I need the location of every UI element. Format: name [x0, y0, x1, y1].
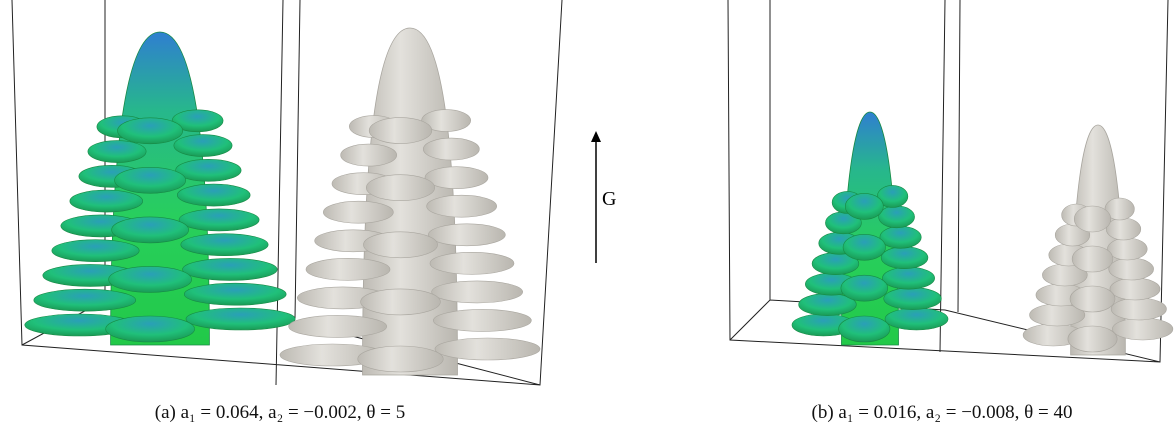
- dendrite-arm: [174, 135, 232, 157]
- dendrite-arm: [880, 226, 921, 248]
- dendrite-arm: [841, 275, 888, 301]
- dendrite-arm: [423, 138, 479, 160]
- dendrite-arm: [430, 252, 514, 274]
- dendrite-arm: [179, 209, 259, 231]
- dendrite-arm: [184, 283, 286, 305]
- dendrite-arm: [361, 289, 441, 315]
- dendrite-arm: [323, 201, 393, 223]
- caption: (b) a₁ = 0.016, a₂ = −0.008, θ = 40: [812, 402, 1073, 423]
- dendrite-arm: [879, 206, 915, 228]
- caption: (a) a₁ = 0.064, a₂ = −0.002, θ = 5: [155, 402, 405, 423]
- dendrite-arm: [118, 118, 183, 144]
- dendrite-arm: [1072, 246, 1113, 272]
- dendrite-arm: [843, 234, 886, 260]
- dendrite-arm: [1068, 326, 1117, 352]
- dendrite-arm: [52, 240, 139, 262]
- dendrite-arm: [34, 289, 136, 311]
- dendrite-arm: [1070, 286, 1115, 312]
- dendrite-arm: [1107, 238, 1147, 260]
- dendrite-arm: [109, 266, 192, 292]
- dendrite-arm: [1111, 298, 1166, 320]
- dendrite-arm: [70, 190, 143, 212]
- dendrite-arm: [433, 309, 531, 331]
- dendrite-arm: [428, 224, 505, 246]
- dendrite-arm: [1112, 318, 1172, 340]
- dendrite-arm: [885, 308, 948, 330]
- dendrite-arm: [1074, 206, 1111, 232]
- dendrite-arm: [366, 175, 434, 201]
- dendrite-arm: [369, 118, 432, 144]
- dendrite-arm: [115, 167, 186, 193]
- dendrite-arm: [186, 308, 295, 330]
- dendrite-arm: [1110, 278, 1160, 300]
- dendrite-arm: [432, 281, 523, 303]
- dendrite-arm: [881, 247, 928, 269]
- dendrite-arm: [183, 258, 278, 280]
- dendrite-arm: [341, 144, 397, 166]
- dendrite-arm: [306, 258, 390, 280]
- dendrite-arm: [289, 315, 387, 337]
- dendrite-arm: [177, 184, 250, 206]
- dendrite-arm: [427, 195, 497, 217]
- dendrite-arm: [358, 346, 444, 372]
- figure: G (a) a₁ = 0.064, a₂ = −0.002, θ = 5 (b)…: [0, 0, 1176, 430]
- gravity-arrow: G: [591, 131, 616, 263]
- dendrite-arm: [882, 267, 934, 289]
- dendrite-arm: [181, 234, 268, 256]
- dendrite-arm: [845, 193, 883, 219]
- dendrite-arm: [88, 141, 146, 163]
- dendrite-arm: [1109, 258, 1154, 280]
- dendrite-arm: [363, 232, 437, 258]
- dendrite-arm: [839, 316, 890, 342]
- dendrite-arm: [106, 316, 195, 342]
- dendrite-arm: [884, 288, 942, 310]
- arrow-label: G: [602, 188, 616, 210]
- dendrite-arm: [112, 217, 189, 243]
- dendrite-arm: [1106, 218, 1141, 240]
- dendrite-arm: [435, 338, 540, 360]
